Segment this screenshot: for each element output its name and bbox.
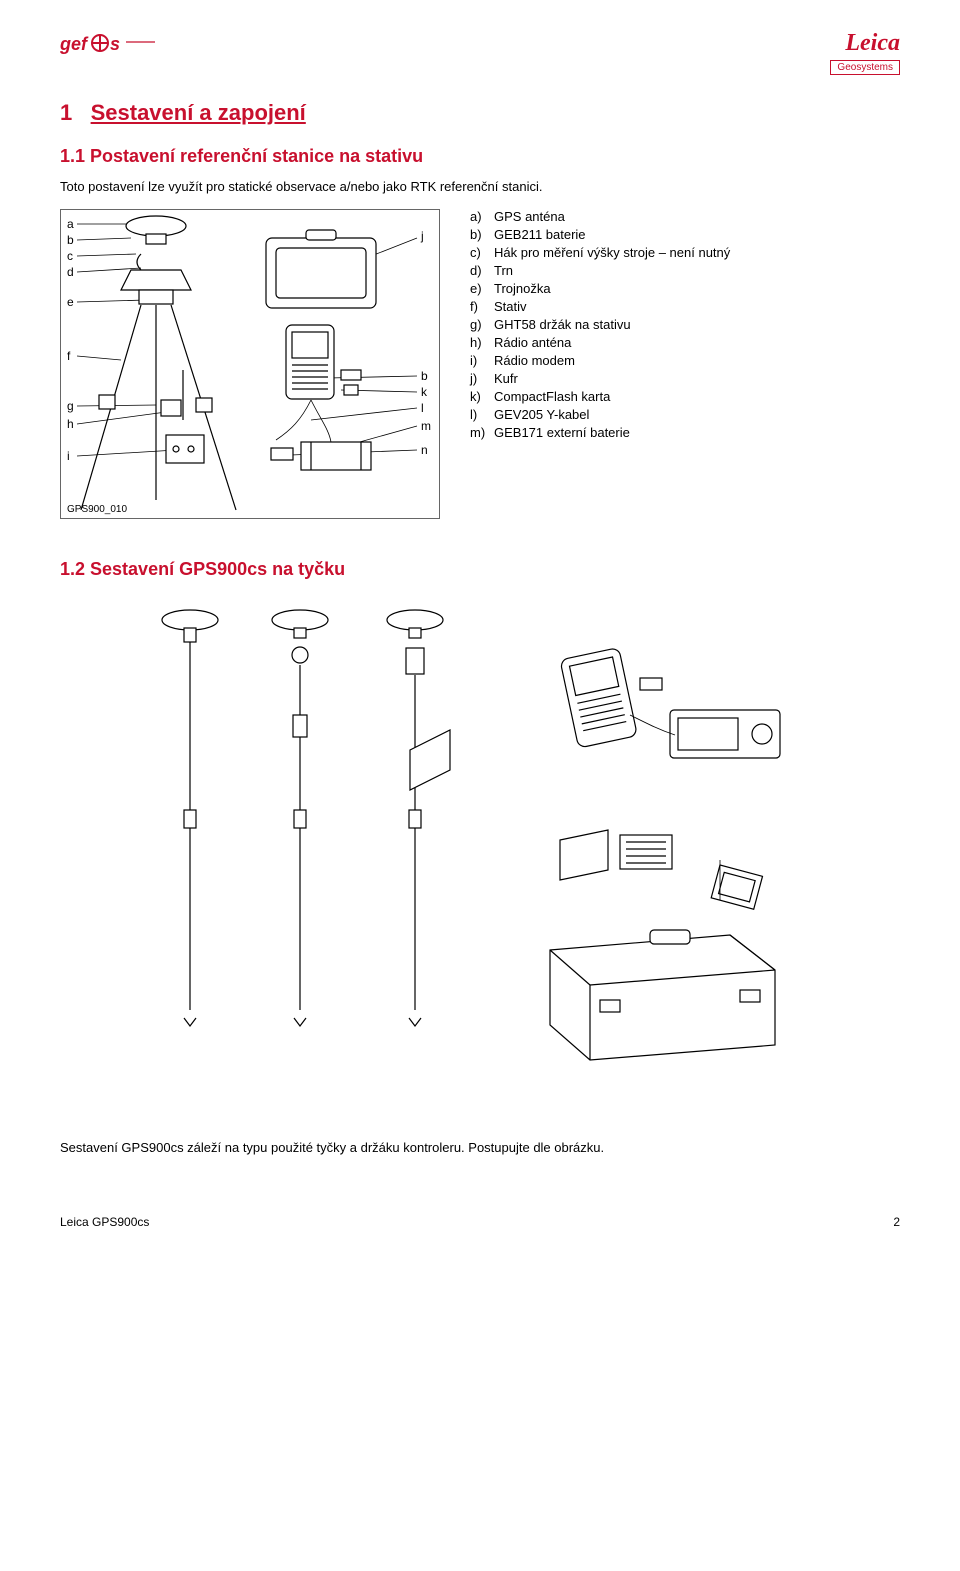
parts-text: Hák pro měření výšky stroje – není nutný: [494, 245, 730, 260]
svg-text:g: g: [67, 399, 74, 413]
parts-text: Kufr: [494, 371, 518, 386]
parts-list-item: m)GEB171 externí baterie: [470, 425, 730, 440]
tripod-diagram: a b c d e f g h i j b k l m n: [60, 209, 440, 519]
page-footer: Leica GPS900cs 2: [60, 1215, 900, 1229]
brand-name: Leica: [790, 30, 900, 57]
parts-text: GEV205 Y-kabel: [494, 407, 589, 422]
parts-key: f): [470, 299, 494, 314]
svg-text:e: e: [67, 295, 74, 309]
parts-list-item: f)Stativ: [470, 299, 730, 314]
parts-key: c): [470, 245, 494, 260]
footer-left: Leica GPS900cs: [60, 1215, 149, 1229]
section1-body: a b c d e f g h i j b k l m n: [60, 209, 900, 519]
leica-logo: Leica Geosystems: [790, 30, 900, 75]
brand-subname: Geosystems: [830, 60, 900, 75]
parts-list-item: c)Hák pro měření výšky stroje – není nut…: [470, 245, 730, 260]
footer-right: 2: [893, 1215, 900, 1229]
parts-text: Rádio anténa: [494, 335, 571, 350]
h1-num: 1: [60, 100, 72, 125]
closing-paragraph: Sestavení GPS900cs záleží na typu použit…: [60, 1140, 900, 1155]
parts-list-item: a)GPS anténa: [470, 209, 730, 224]
intro-paragraph: Toto postavení lze využít pro statické o…: [60, 179, 900, 194]
svg-text:c: c: [67, 249, 73, 263]
parts-list-item: i)Rádio modem: [470, 353, 730, 368]
parts-list-item: k)CompactFlash karta: [470, 389, 730, 404]
parts-key: b): [470, 227, 494, 242]
parts-key: a): [470, 209, 494, 224]
svg-text:f: f: [67, 349, 71, 363]
parts-text: GHT58 držák na stativu: [494, 317, 631, 332]
page-header: gef s Leica Geosystems: [60, 30, 900, 75]
logo-suffix: s: [110, 34, 120, 54]
parts-list-item: h)Rádio anténa: [470, 335, 730, 350]
svg-text:m: m: [421, 419, 431, 433]
h2-pole-assembly: 1.2 Sestavení GPS900cs na tyčku: [60, 559, 900, 580]
parts-key: h): [470, 335, 494, 350]
svg-text:b: b: [421, 369, 428, 383]
parts-text: Trn: [494, 263, 513, 278]
h1-assembly: 1 Sestavení a zapojení: [60, 100, 900, 126]
parts-text: GEB211 baterie: [494, 227, 586, 242]
svg-text:a: a: [67, 217, 74, 231]
h2-reference-station: 1.1 Postavení referenční stanice na stat…: [60, 146, 900, 167]
gefos-logo: gef s: [60, 30, 160, 60]
parts-text: GPS anténa: [494, 209, 565, 224]
logo-prefix: gef: [60, 34, 89, 54]
svg-text:k: k: [421, 385, 428, 399]
h1-text: Sestavení a zapojení: [91, 100, 306, 125]
parts-key: e): [470, 281, 494, 296]
svg-text:i: i: [67, 449, 70, 463]
svg-text:d: d: [67, 265, 74, 279]
parts-key: d): [470, 263, 494, 278]
parts-list-item: j)Kufr: [470, 371, 730, 386]
svg-text:h: h: [67, 417, 74, 431]
parts-list: a)GPS anténab)GEB211 bateriec)Hák pro mě…: [470, 209, 730, 519]
svg-text:l: l: [421, 401, 424, 415]
parts-list-item: e)Trojnožka: [470, 281, 730, 296]
svg-text:n: n: [421, 443, 428, 457]
parts-key: i): [470, 353, 494, 368]
parts-text: Trojnožka: [494, 281, 551, 296]
parts-text: Stativ: [494, 299, 527, 314]
svg-text:GPS900_010: GPS900_010: [67, 504, 127, 515]
parts-list-item: d)Trn: [470, 263, 730, 278]
parts-text: GEB171 externí baterie: [494, 425, 630, 440]
parts-key: l): [470, 407, 494, 422]
pole-diagram-wrap: [130, 600, 830, 1080]
parts-key: j): [470, 371, 494, 386]
parts-text: CompactFlash karta: [494, 389, 610, 404]
parts-list-item: g)GHT58 držák na stativu: [470, 317, 730, 332]
pole-diagram: [130, 600, 830, 1080]
parts-text: Rádio modem: [494, 353, 575, 368]
parts-key: k): [470, 389, 494, 404]
svg-text:j: j: [420, 229, 424, 243]
parts-list-item: b)GEB211 baterie: [470, 227, 730, 242]
parts-key: g): [470, 317, 494, 332]
parts-key: m): [470, 425, 494, 440]
parts-list-item: l)GEV205 Y-kabel: [470, 407, 730, 422]
svg-text:b: b: [67, 233, 74, 247]
